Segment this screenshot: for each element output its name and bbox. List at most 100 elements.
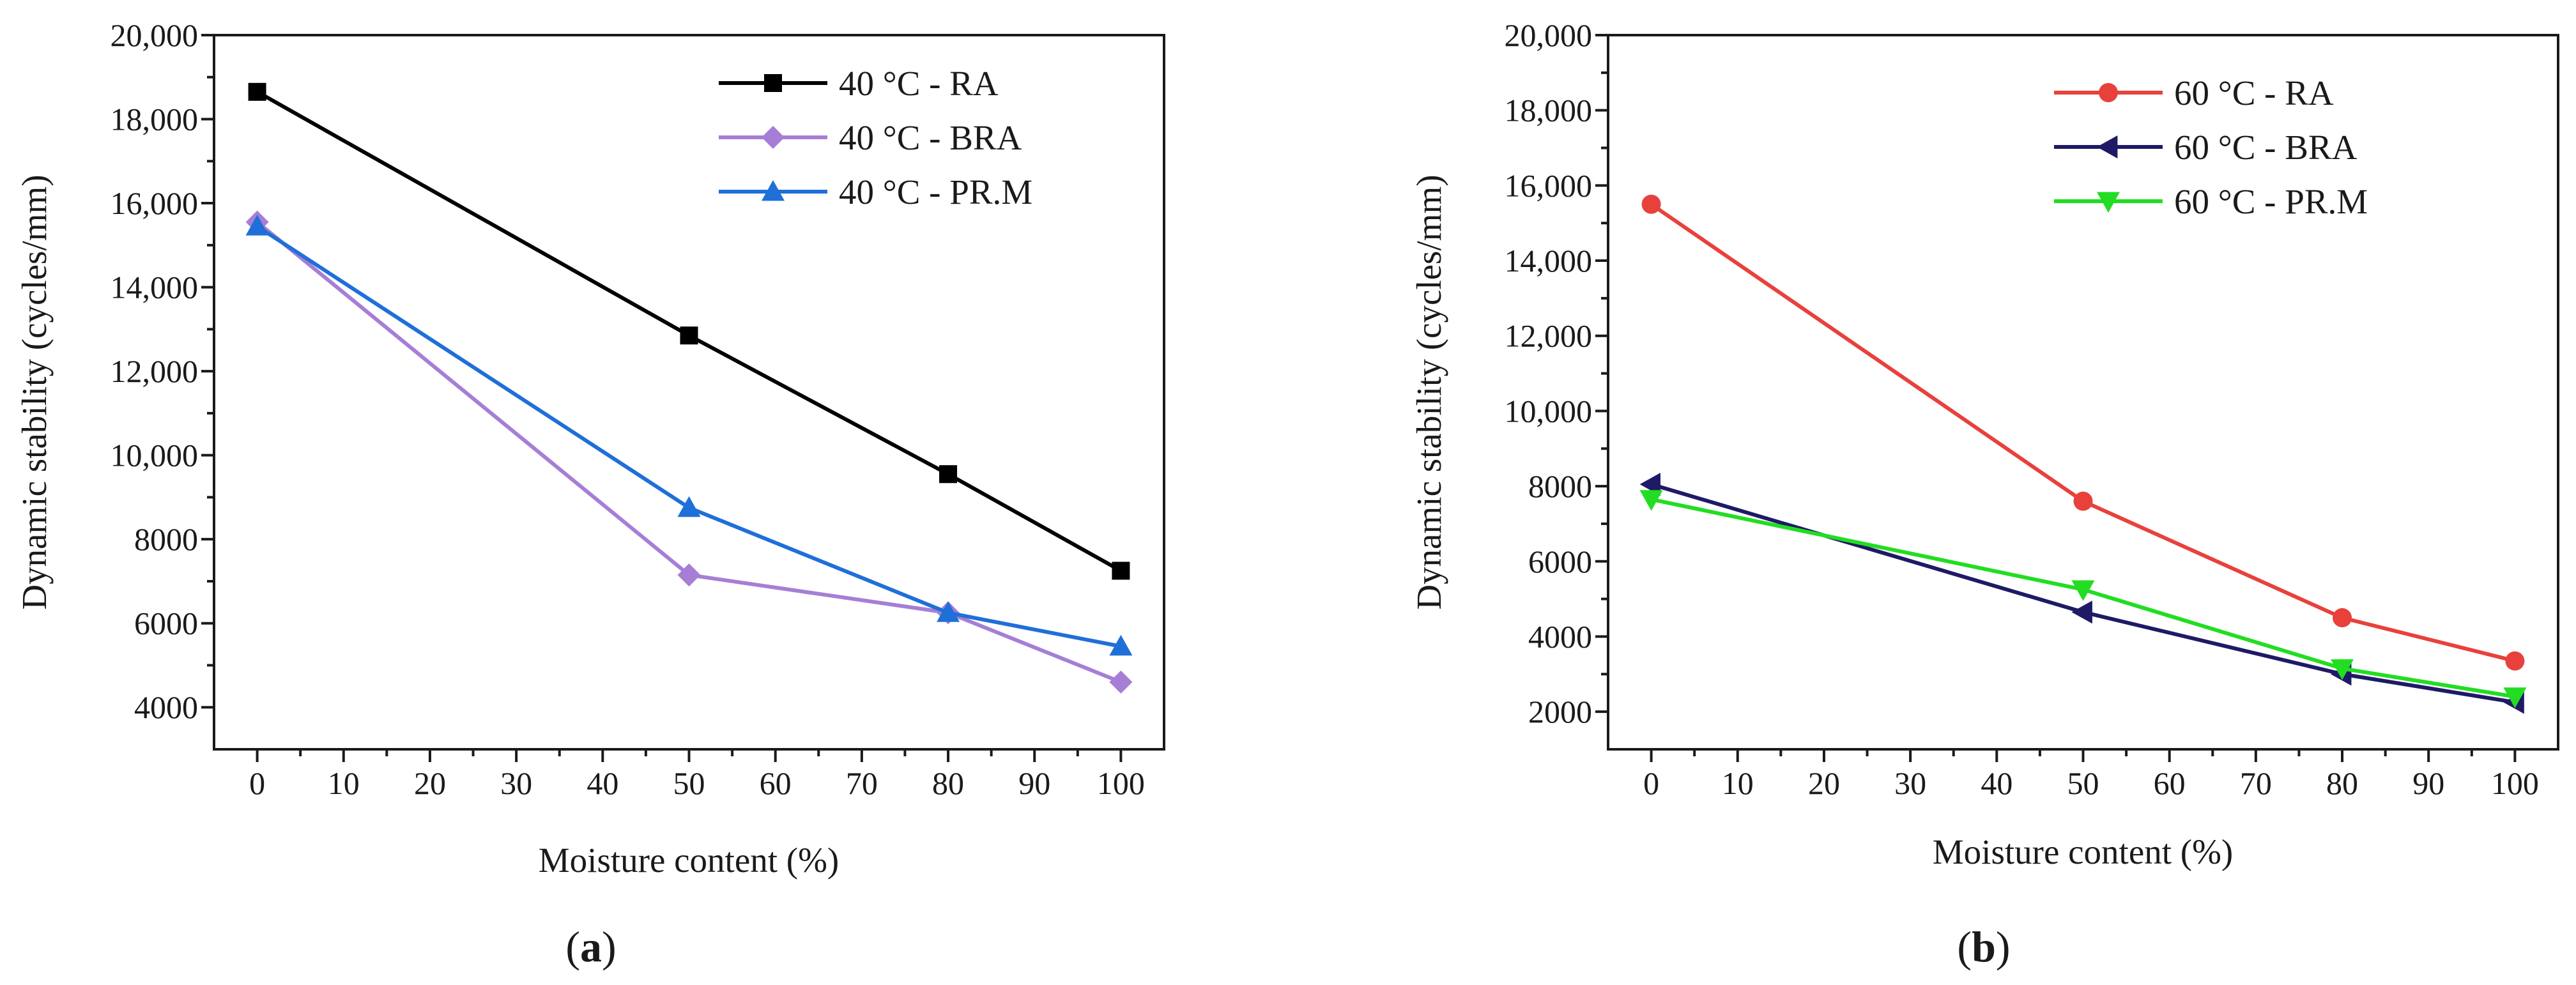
y-tick-label-a-5: 14,000 bbox=[111, 270, 199, 305]
series-line-b-2 bbox=[1650, 497, 2515, 699]
data-point-a-2-1 bbox=[677, 496, 701, 517]
y-tick-label-b-0: 2000 bbox=[1528, 694, 1592, 729]
x-axis-title-a: Moisture content (%) bbox=[539, 841, 839, 880]
data-point-a-0-0 bbox=[248, 82, 266, 101]
y-axis-title-a: Dynamic stability (cycles/mm) bbox=[15, 174, 54, 609]
x-tick-label-b-2: 20 bbox=[1808, 765, 1840, 801]
y-axis-title-b: Dynamic stability (cycles/mm) bbox=[1409, 174, 1448, 609]
data-point-a-2-2 bbox=[937, 601, 960, 622]
data-point-b-1-1 bbox=[2071, 600, 2092, 624]
plot-frame-b bbox=[1607, 34, 2559, 751]
data-point-a-0-3 bbox=[1112, 561, 1130, 580]
data-point-b-2-2 bbox=[2331, 659, 2354, 680]
x-tick-labels-a: 0 10 20 30 40 50 60 70 80 90 100 bbox=[249, 765, 1145, 801]
data-point-a-0-2 bbox=[939, 465, 958, 484]
x-tick-label-a-0: 0 bbox=[249, 765, 265, 801]
data-point-b-0-0 bbox=[1641, 194, 1661, 214]
legend-label-b-2: 60 °C - PR.M bbox=[2174, 182, 2368, 221]
axis-ticks-a bbox=[201, 34, 1123, 762]
series-group-a bbox=[245, 82, 1133, 694]
panel-label-b: b bbox=[1972, 922, 1996, 971]
series-a-0 bbox=[248, 82, 1130, 580]
x-tick-label-b-5: 50 bbox=[2067, 765, 2099, 801]
y-tick-label-b-6: 14,000 bbox=[1505, 243, 1593, 279]
legend-marker-a-2 bbox=[762, 180, 785, 201]
legend-label-a-2: 40 °C - PR.M bbox=[839, 172, 1032, 211]
y-tick-label-a-2: 8000 bbox=[134, 521, 198, 557]
y-tick-label-b-2: 6000 bbox=[1528, 544, 1592, 579]
y-tick-label-a-0: 4000 bbox=[134, 689, 198, 725]
data-point-b-0-3 bbox=[2505, 651, 2525, 671]
series-group-b bbox=[1639, 194, 2527, 714]
x-tick-label-a-9: 90 bbox=[1018, 765, 1050, 801]
y-tick-label-a-8: 20,000 bbox=[111, 17, 199, 53]
x-tick-label-a-5: 50 bbox=[673, 765, 705, 801]
legend-marker-b-0 bbox=[2099, 83, 2118, 102]
legend-label-a-0: 40 °C - RA bbox=[839, 64, 999, 103]
y-tick-label-a-1: 6000 bbox=[134, 606, 198, 641]
x-tick-label-b-8: 80 bbox=[2326, 765, 2358, 801]
legend-b: 60 °C - RA 60 °C - BRA 60 °C - PR.M bbox=[2054, 73, 2368, 221]
panel-caption-a: (a) bbox=[565, 922, 616, 971]
series-b-2 bbox=[1639, 490, 2527, 708]
y-tick-label-b-9: 20,000 bbox=[1505, 17, 1593, 53]
y-tick-label-b-3: 8000 bbox=[1528, 468, 1592, 504]
x-tick-label-a-2: 20 bbox=[414, 765, 446, 801]
chart-panel-b: 0 10 20 30 40 50 60 70 80 90 100 2000 4000 6000 8000 1… bbox=[1409, 17, 2559, 971]
series-line-b-0 bbox=[1650, 202, 2516, 663]
legend-marker-a-1 bbox=[762, 126, 785, 149]
data-point-b-2-0 bbox=[1639, 490, 1663, 511]
legend-a: 40 °C - RA 40 °C - BRA 40 °C - PR.M bbox=[719, 64, 1032, 211]
data-point-b-2-3 bbox=[2503, 687, 2527, 708]
x-tick-label-a-8: 80 bbox=[932, 765, 964, 801]
x-tick-label-a-1: 10 bbox=[328, 765, 360, 801]
x-axis-title-b: Moisture content (%) bbox=[1933, 832, 2233, 871]
data-point-b-2-1 bbox=[2071, 580, 2095, 601]
data-point-a-2-0 bbox=[245, 215, 269, 236]
x-tick-label-a-7: 70 bbox=[846, 765, 878, 801]
y-tick-label-b-8: 18,000 bbox=[1505, 93, 1593, 128]
data-point-a-0-1 bbox=[680, 326, 698, 345]
x-tick-label-b-3: 30 bbox=[1894, 765, 1926, 801]
legend-label-b-0: 60 °C - RA bbox=[2174, 73, 2334, 112]
x-tick-label-b-1: 10 bbox=[1722, 765, 1754, 801]
y-tick-label-a-6: 16,000 bbox=[111, 185, 199, 221]
y-tick-label-a-4: 12,000 bbox=[111, 353, 199, 389]
legend-label-a-1: 40 °C - BRA bbox=[839, 118, 1022, 157]
x-tick-label-a-3: 30 bbox=[500, 765, 532, 801]
x-tick-label-a-10: 100 bbox=[1097, 765, 1145, 801]
x-tick-label-b-7: 70 bbox=[2240, 765, 2272, 801]
legend-marker-b-2 bbox=[2097, 192, 2120, 213]
axis-ticks-b bbox=[1595, 34, 2517, 762]
y-tick-labels-a: 4000 6000 8000 10,000 12,000 14,000 16,000 18,0… bbox=[111, 17, 199, 725]
x-tick-label-a-6: 60 bbox=[760, 765, 792, 801]
legend-label-b-1: 60 °C - BRA bbox=[2174, 128, 2358, 167]
series-line-a-2 bbox=[256, 224, 1121, 648]
y-tick-label-b-5: 12,000 bbox=[1505, 318, 1593, 354]
x-tick-labels-b: 0 10 20 30 40 50 60 70 80 90 100 bbox=[1643, 765, 2539, 801]
y-tick-label-a-7: 18,000 bbox=[111, 102, 199, 137]
series-line-a-0 bbox=[256, 90, 1122, 573]
y-tick-labels-b: 2000 4000 6000 8000 10,000 12,000 14,000 16,000… bbox=[1505, 17, 1593, 729]
data-point-a-2-3 bbox=[1109, 634, 1133, 656]
x-tick-label-b-9: 90 bbox=[2412, 765, 2444, 801]
panel-caption-b: (b) bbox=[1957, 922, 2010, 971]
x-tick-label-b-0: 0 bbox=[1643, 765, 1659, 801]
series-line-a-1 bbox=[256, 220, 1122, 684]
legend-marker-b-1 bbox=[2097, 135, 2118, 158]
data-point-b-0-2 bbox=[2333, 608, 2352, 628]
data-point-a-1-3 bbox=[1109, 670, 1133, 694]
y-tick-label-b-7: 16,000 bbox=[1505, 167, 1593, 203]
data-point-b-0-1 bbox=[2073, 491, 2093, 511]
y-tick-label-a-3: 10,000 bbox=[111, 438, 199, 473]
series-a-2 bbox=[245, 215, 1133, 656]
chart-panel-a: 0 10 20 30 40 50 60 70 80 90 100 4000 6000 8000 10,00… bbox=[15, 17, 1165, 971]
legend-marker-a-0 bbox=[764, 74, 782, 92]
y-tick-label-b-4: 10,000 bbox=[1505, 393, 1593, 429]
x-tick-label-a-4: 40 bbox=[586, 765, 618, 801]
series-b-0 bbox=[1641, 194, 2525, 671]
panel-label-a: a bbox=[580, 922, 602, 971]
data-point-a-1-1 bbox=[677, 563, 701, 587]
y-tick-label-b-1: 4000 bbox=[1528, 618, 1592, 654]
